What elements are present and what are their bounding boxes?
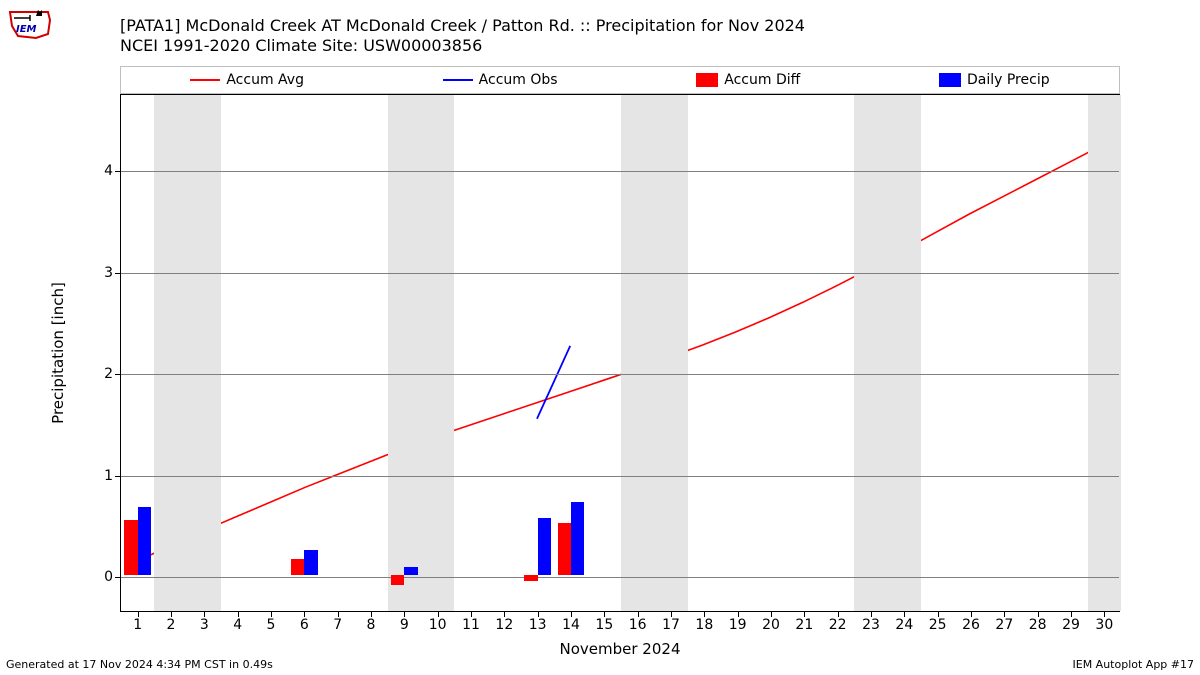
xtick-label: 4: [233, 617, 242, 633]
xtick-label: 7: [333, 617, 342, 633]
legend-line-swatch: [190, 79, 220, 81]
xtick-label: 24: [895, 617, 913, 633]
gridline: [121, 577, 1119, 578]
xtick-label: 29: [1062, 617, 1080, 633]
ytick-label: 2: [104, 366, 113, 382]
accum-diff-bar: [124, 520, 137, 576]
xtick-label: 1: [133, 617, 142, 633]
title-line-1: [PATA1] McDonald Creek AT McDonald Creek…: [120, 16, 805, 36]
legend-label: Accum Diff: [724, 72, 800, 88]
svg-text:IEM: IEM: [16, 24, 37, 35]
weekend-band: [154, 95, 221, 611]
ytick-mark: [115, 577, 121, 578]
xtick-label: 5: [267, 617, 276, 633]
weekend-band: [1088, 95, 1121, 611]
legend-item: Accum Diff: [696, 72, 800, 88]
accum-obs-line: [537, 346, 570, 419]
xtick-label: 23: [862, 617, 880, 633]
xtick-label: 17: [662, 617, 680, 633]
ytick-mark: [115, 374, 121, 375]
xtick-label: 30: [1095, 617, 1113, 633]
xtick-label: 16: [629, 617, 647, 633]
footer-app: IEM Autoplot App #17: [1073, 658, 1195, 671]
x-axis-label: November 2024: [560, 640, 681, 658]
xtick-label: 3: [200, 617, 209, 633]
xtick-label: 2: [167, 617, 176, 633]
ytick-label: 1: [104, 468, 113, 484]
xtick-label: 14: [562, 617, 580, 633]
gridline: [121, 171, 1119, 172]
xtick-label: 19: [729, 617, 747, 633]
daily-precip-bar: [404, 567, 417, 575]
gridline: [121, 273, 1119, 274]
chart-title: [PATA1] McDonald Creek AT McDonald Creek…: [120, 16, 805, 56]
title-line-2: NCEI 1991-2020 Climate Site: USW00003856: [120, 36, 805, 56]
legend: Accum Avg Accum Obs Accum Diff Daily Precip: [120, 66, 1120, 94]
daily-precip-bar: [138, 507, 151, 575]
xtick-label: 21: [795, 617, 813, 633]
legend-item: Accum Avg: [190, 72, 304, 88]
daily-precip-bar: [538, 518, 551, 576]
xtick-label: 28: [1029, 617, 1047, 633]
ytick-label: 4: [104, 163, 113, 179]
xtick-label: 9: [400, 617, 409, 633]
xtick-label: 6: [300, 617, 309, 633]
ytick-mark: [115, 476, 121, 477]
ytick-label: 3: [104, 265, 113, 281]
xtick-label: 13: [529, 617, 547, 633]
line-layer: [121, 95, 1119, 611]
weekend-band: [388, 95, 455, 611]
legend-label: Daily Precip: [967, 72, 1050, 88]
weekend-band: [854, 95, 921, 611]
legend-item: Accum Obs: [443, 72, 558, 88]
daily-precip-bar: [304, 550, 317, 575]
xtick-label: 12: [495, 617, 513, 633]
y-axis-label: Precipitation [inch]: [49, 282, 67, 424]
ytick-mark: [115, 171, 121, 172]
footer-timestamp: Generated at 17 Nov 2024 4:34 PM CST in …: [6, 658, 273, 671]
xtick-label: 15: [595, 617, 613, 633]
xtick-label: 26: [962, 617, 980, 633]
iem-logo: IEM: [6, 6, 54, 42]
gridline: [121, 374, 1119, 375]
accum-avg-line: [139, 146, 1102, 561]
legend-label: Accum Avg: [226, 72, 304, 88]
accum-diff-bar: [391, 575, 404, 584]
legend-rect-swatch: [939, 73, 961, 87]
xtick-label: 8: [367, 617, 376, 633]
xtick-label: 27: [995, 617, 1013, 633]
legend-line-swatch: [443, 79, 473, 81]
xtick-label: 11: [462, 617, 480, 633]
plot-area: 0123412345678910111213141516171819202122…: [120, 94, 1120, 612]
accum-diff-bar: [524, 575, 537, 580]
xtick-label: 10: [429, 617, 447, 633]
xtick-label: 20: [762, 617, 780, 633]
ytick-mark: [115, 273, 121, 274]
ytick-label: 0: [104, 569, 113, 585]
legend-rect-swatch: [696, 73, 718, 87]
legend-item: Daily Precip: [939, 72, 1050, 88]
xtick-label: 22: [829, 617, 847, 633]
legend-label: Accum Obs: [479, 72, 558, 88]
daily-precip-bar: [571, 502, 584, 575]
xtick-label: 18: [695, 617, 713, 633]
gridline: [121, 476, 1119, 477]
accum-diff-bar: [291, 559, 304, 575]
xtick-label: 25: [929, 617, 947, 633]
weekend-band: [621, 95, 688, 611]
accum-diff-bar: [558, 523, 571, 576]
